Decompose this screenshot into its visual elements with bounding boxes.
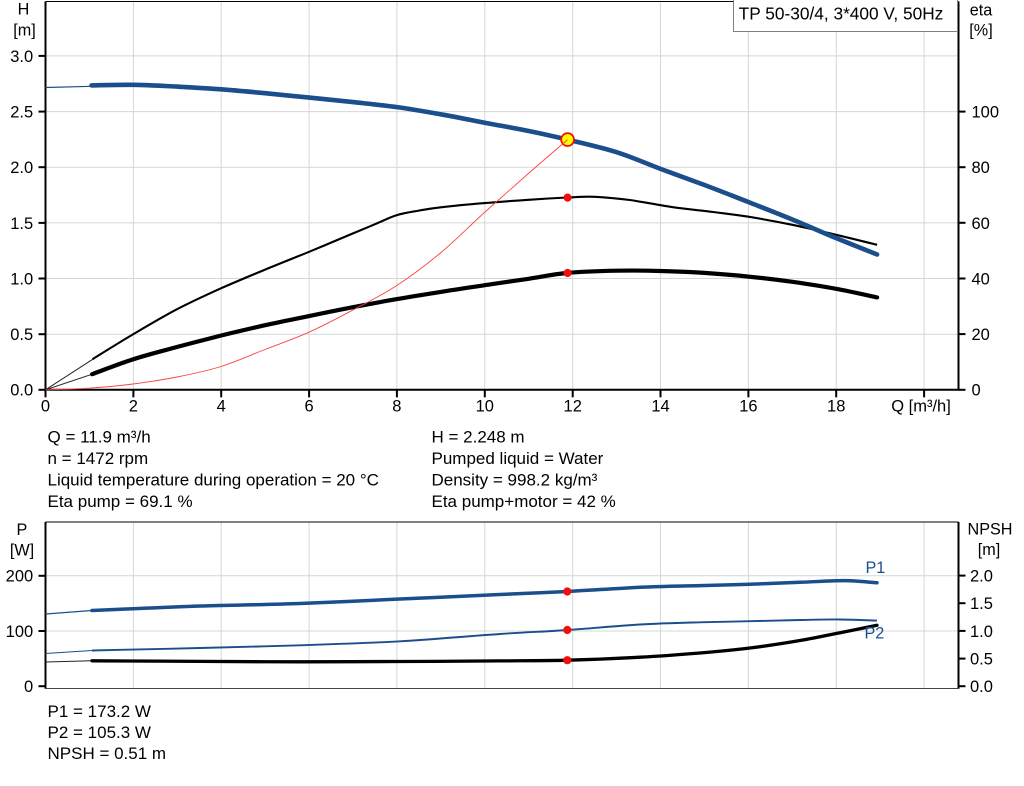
svg-text:Q = 11.9 m³/h: Q = 11.9 m³/h: [48, 428, 151, 447]
svg-text:8: 8: [392, 397, 401, 415]
svg-text:[W]: [W]: [10, 541, 34, 559]
svg-text:100: 100: [6, 623, 34, 641]
svg-text:0.5: 0.5: [970, 651, 993, 669]
svg-text:P1 = 173.2 W: P1 = 173.2 W: [48, 702, 151, 721]
svg-text:200: 200: [6, 568, 34, 586]
svg-text:18: 18: [827, 397, 845, 415]
svg-text:4: 4: [217, 397, 226, 415]
svg-text:40: 40: [972, 270, 990, 288]
svg-text:0.5: 0.5: [10, 326, 33, 344]
svg-text:6: 6: [305, 397, 314, 415]
svg-text:80: 80: [972, 159, 990, 177]
svg-text:2.5: 2.5: [10, 104, 33, 122]
svg-text:eta: eta: [970, 2, 993, 20]
svg-text:14: 14: [651, 397, 669, 415]
svg-text:P2: P2: [865, 625, 885, 643]
svg-text:2.0: 2.0: [970, 568, 993, 586]
svg-text:Density = 998.2 kg/m³: Density = 998.2 kg/m³: [432, 471, 598, 490]
svg-text:P2 = 105.3 W: P2 = 105.3 W: [48, 723, 151, 742]
svg-text:P1: P1: [866, 559, 886, 577]
svg-text:H: H: [18, 1, 30, 19]
svg-text:1.0: 1.0: [970, 623, 993, 641]
svg-text:P: P: [16, 521, 27, 539]
svg-text:Pumped liquid = Water: Pumped liquid = Water: [432, 449, 604, 468]
svg-text:[%]: [%]: [969, 22, 992, 40]
svg-text:0: 0: [41, 397, 50, 415]
svg-text:100: 100: [972, 104, 1000, 122]
svg-text:10: 10: [476, 397, 494, 415]
svg-text:[m]: [m]: [978, 541, 1000, 559]
svg-text:n = 1472 rpm: n = 1472 rpm: [48, 449, 149, 468]
svg-text:Q [m³/h]: Q [m³/h]: [891, 397, 951, 415]
svg-text:20: 20: [972, 326, 990, 344]
svg-text:0: 0: [24, 678, 33, 696]
svg-text:NPSH: NPSH: [968, 521, 1013, 539]
svg-text:0.0: 0.0: [970, 678, 993, 696]
svg-text:1.5: 1.5: [970, 595, 993, 613]
svg-text:0.0: 0.0: [10, 382, 33, 400]
svg-text:2: 2: [129, 397, 138, 415]
svg-text:16: 16: [739, 397, 757, 415]
svg-text:NPSH = 0.51 m: NPSH = 0.51 m: [48, 744, 167, 763]
svg-text:Eta pump = 69.1 %: Eta pump = 69.1 %: [48, 492, 193, 511]
svg-text:3.0: 3.0: [10, 48, 33, 66]
svg-text:60: 60: [972, 215, 990, 233]
svg-text:Eta pump+motor = 42 %: Eta pump+motor = 42 %: [432, 492, 616, 511]
svg-text:[m]: [m]: [13, 22, 35, 40]
svg-text:1.0: 1.0: [10, 270, 33, 288]
svg-text:2.0: 2.0: [10, 159, 33, 177]
svg-text:1.5: 1.5: [10, 215, 33, 233]
svg-text:12: 12: [564, 397, 582, 415]
svg-text:H = 2.248 m: H = 2.248 m: [432, 428, 525, 447]
svg-text:TP 50-30/4, 3*400 V, 50Hz: TP 50-30/4, 3*400 V, 50Hz: [739, 4, 944, 24]
svg-text:0: 0: [972, 382, 981, 400]
svg-text:Liquid temperature during oper: Liquid temperature during operation = 20…: [48, 471, 379, 490]
